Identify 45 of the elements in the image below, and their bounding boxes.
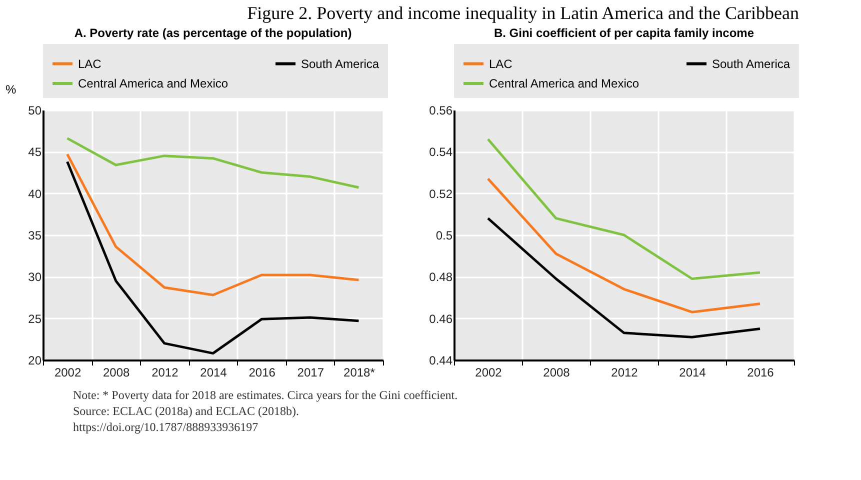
- x-tick-label: 2014: [679, 366, 706, 380]
- legend-label: Central America and Mexico: [78, 76, 228, 90]
- y-axis-title: %: [6, 82, 16, 96]
- y-tick-label: 0.54: [429, 145, 453, 160]
- x-tick-label: 2014: [200, 366, 228, 380]
- x-tick-label: 2008: [543, 366, 570, 380]
- legend-label: South America: [301, 56, 380, 71]
- legend-label: South America: [712, 56, 790, 71]
- x-tick-label: 2016: [747, 366, 774, 380]
- source-note: Source: ECLAC (2018a) and ECLAC (2018b).: [73, 404, 299, 418]
- y-tick-label: 0.52: [429, 186, 453, 201]
- chart-title: A. Poverty rate (as percentage of the population): [74, 26, 352, 40]
- y-tick-label: 50: [28, 104, 42, 118]
- legend-label: LAC: [78, 56, 102, 71]
- x-tick-label: 2008: [103, 366, 130, 380]
- x-tick-label: 2012: [611, 366, 638, 380]
- legend-label: Central America and Mexico: [489, 76, 640, 90]
- y-tick-label: 45: [28, 145, 42, 160]
- y-tick-label: 0.48: [429, 270, 453, 284]
- x-tick-label: 2002: [475, 366, 502, 380]
- line-series: [486, 178, 762, 314]
- text: Note: * Poverty data for 2018 are estimates. Circa years for the Gini coefficient.: [73, 388, 458, 402]
- x-tick-label: 2017: [297, 366, 324, 380]
- y-tick-label: 25: [28, 312, 42, 326]
- y-tick-label: 30: [28, 270, 42, 284]
- x-tick-label: 2002: [54, 366, 82, 380]
- line-series: [66, 137, 360, 189]
- y-tick-label: 35: [28, 228, 42, 242]
- x-tick-label: 2016: [248, 366, 276, 380]
- x-tick-label: 2012: [152, 366, 179, 380]
- line-series: [486, 138, 762, 280]
- y-tick-label: 20: [28, 354, 42, 368]
- y-tick-label: 0.56: [429, 104, 453, 118]
- legend-label: LAC: [489, 56, 513, 71]
- y-tick-label: 40: [28, 186, 42, 201]
- caption: Figure 2. Poverty and income inequality in Latin America and the Caribbean: [247, 3, 799, 23]
- line-series: [66, 160, 360, 355]
- line-series: [486, 217, 762, 338]
- x-tick-label: 2018*: [344, 366, 376, 380]
- text: https://doi.org/10.1787/888933936197: [73, 420, 258, 434]
- y-tick-label: 0.44: [429, 354, 453, 368]
- y-tick-label: 0.5: [436, 228, 453, 242]
- chart-title: B. Gini coefficient of per capita family income: [494, 26, 754, 40]
- line-series: [66, 152, 360, 296]
- y-tick-label: 0.46: [429, 312, 453, 326]
